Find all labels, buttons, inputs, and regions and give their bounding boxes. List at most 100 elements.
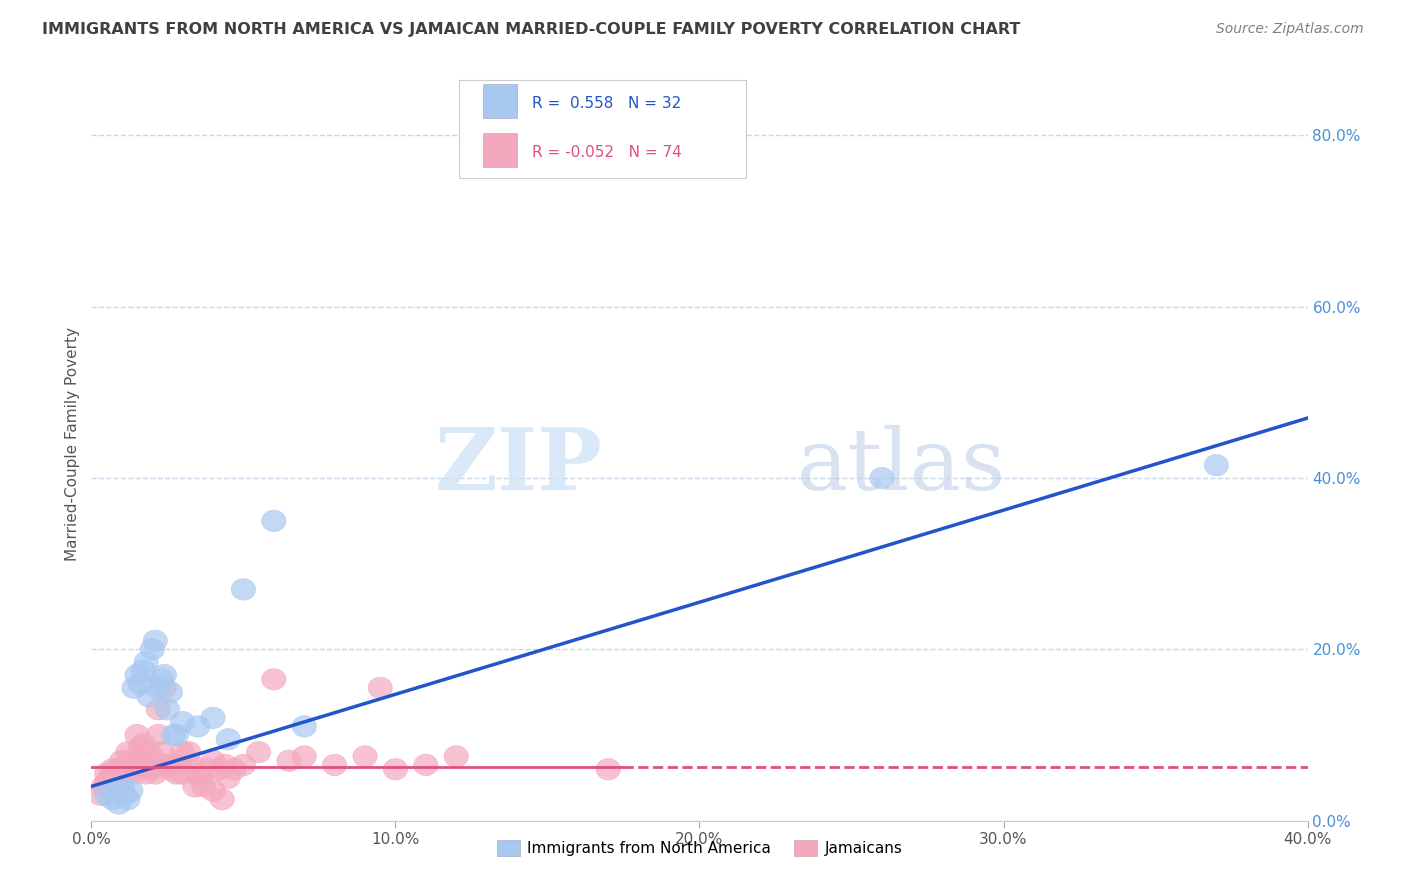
Ellipse shape	[413, 755, 439, 776]
Ellipse shape	[444, 746, 468, 767]
Ellipse shape	[134, 741, 159, 763]
Ellipse shape	[143, 763, 167, 784]
Ellipse shape	[115, 789, 141, 810]
Ellipse shape	[115, 741, 141, 763]
Ellipse shape	[167, 750, 191, 772]
Legend: Immigrants from North America, Jamaicans: Immigrants from North America, Jamaicans	[491, 834, 908, 862]
Text: R =  0.558   N = 32: R = 0.558 N = 32	[531, 95, 681, 111]
Ellipse shape	[112, 763, 136, 784]
Ellipse shape	[131, 733, 155, 755]
Ellipse shape	[177, 741, 201, 763]
Ellipse shape	[162, 724, 186, 746]
Ellipse shape	[180, 755, 204, 776]
Ellipse shape	[262, 669, 285, 690]
Ellipse shape	[122, 750, 146, 772]
Ellipse shape	[110, 776, 134, 797]
Ellipse shape	[136, 758, 162, 780]
Ellipse shape	[115, 758, 141, 780]
Ellipse shape	[217, 767, 240, 789]
Ellipse shape	[125, 665, 149, 686]
Ellipse shape	[125, 755, 149, 776]
Text: Source: ZipAtlas.com: Source: ZipAtlas.com	[1216, 22, 1364, 37]
Ellipse shape	[136, 750, 162, 772]
Ellipse shape	[231, 579, 256, 600]
Ellipse shape	[162, 755, 186, 776]
Ellipse shape	[159, 681, 183, 703]
Ellipse shape	[125, 724, 149, 746]
Ellipse shape	[209, 789, 235, 810]
Ellipse shape	[146, 677, 170, 698]
Ellipse shape	[112, 755, 136, 776]
Ellipse shape	[212, 755, 238, 776]
Y-axis label: Married-Couple Family Poverty: Married-Couple Family Poverty	[65, 326, 80, 561]
Ellipse shape	[222, 758, 246, 780]
Ellipse shape	[277, 750, 301, 772]
Ellipse shape	[112, 784, 136, 805]
Ellipse shape	[596, 758, 620, 780]
Ellipse shape	[322, 755, 347, 776]
Ellipse shape	[141, 758, 165, 780]
Text: IMMIGRANTS FROM NORTH AMERICA VS JAMAICAN MARRIED-COUPLE FAMILY POVERTY CORRELAT: IMMIGRANTS FROM NORTH AMERICA VS JAMAICA…	[42, 22, 1021, 37]
Ellipse shape	[131, 660, 155, 681]
Ellipse shape	[155, 698, 180, 720]
FancyBboxPatch shape	[484, 84, 517, 118]
Ellipse shape	[149, 755, 173, 776]
Ellipse shape	[141, 639, 165, 660]
Ellipse shape	[122, 677, 146, 698]
Ellipse shape	[186, 763, 209, 784]
Ellipse shape	[100, 789, 125, 810]
Ellipse shape	[94, 763, 118, 784]
Ellipse shape	[128, 673, 152, 694]
Ellipse shape	[292, 746, 316, 767]
Ellipse shape	[134, 651, 159, 673]
Ellipse shape	[118, 780, 143, 801]
Ellipse shape	[246, 741, 271, 763]
Ellipse shape	[368, 677, 392, 698]
Ellipse shape	[143, 630, 167, 651]
Ellipse shape	[188, 767, 212, 789]
Ellipse shape	[94, 772, 118, 793]
Ellipse shape	[149, 669, 173, 690]
Ellipse shape	[104, 763, 128, 784]
Ellipse shape	[143, 755, 167, 776]
Ellipse shape	[165, 724, 188, 746]
Ellipse shape	[100, 758, 125, 780]
Ellipse shape	[170, 712, 195, 733]
Ellipse shape	[141, 746, 165, 767]
Ellipse shape	[110, 758, 134, 780]
Ellipse shape	[104, 780, 128, 801]
Ellipse shape	[353, 746, 377, 767]
Ellipse shape	[159, 758, 183, 780]
Ellipse shape	[94, 784, 118, 805]
Ellipse shape	[104, 772, 128, 793]
Ellipse shape	[195, 758, 219, 780]
Ellipse shape	[155, 755, 180, 776]
Ellipse shape	[170, 763, 195, 784]
Ellipse shape	[146, 698, 170, 720]
Ellipse shape	[186, 715, 209, 737]
Ellipse shape	[118, 758, 143, 780]
Ellipse shape	[146, 724, 170, 746]
FancyBboxPatch shape	[458, 79, 745, 178]
Ellipse shape	[134, 763, 159, 784]
Ellipse shape	[149, 741, 173, 763]
Ellipse shape	[217, 729, 240, 750]
Ellipse shape	[107, 758, 131, 780]
FancyBboxPatch shape	[484, 133, 517, 167]
Ellipse shape	[152, 665, 177, 686]
Ellipse shape	[131, 750, 155, 772]
Ellipse shape	[97, 767, 122, 789]
Ellipse shape	[231, 755, 256, 776]
Ellipse shape	[118, 750, 143, 772]
Ellipse shape	[262, 510, 285, 532]
Ellipse shape	[292, 715, 316, 737]
Ellipse shape	[152, 677, 177, 698]
Ellipse shape	[107, 767, 131, 789]
Ellipse shape	[128, 737, 152, 758]
Ellipse shape	[89, 784, 112, 805]
Ellipse shape	[870, 467, 894, 489]
Ellipse shape	[384, 758, 408, 780]
Ellipse shape	[1204, 455, 1229, 476]
Text: atlas: atlas	[797, 425, 1005, 508]
Ellipse shape	[136, 686, 162, 707]
